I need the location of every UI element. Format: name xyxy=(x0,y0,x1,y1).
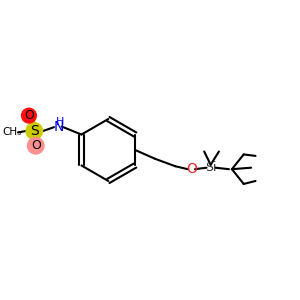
Text: S: S xyxy=(30,124,39,138)
Circle shape xyxy=(22,108,36,123)
Text: Si: Si xyxy=(205,161,216,174)
Text: O: O xyxy=(31,139,41,152)
Text: H: H xyxy=(56,117,65,127)
Text: CH₃: CH₃ xyxy=(2,128,22,137)
Text: O: O xyxy=(186,162,197,176)
Text: O: O xyxy=(24,109,34,122)
Circle shape xyxy=(26,123,43,139)
Circle shape xyxy=(28,137,44,154)
Text: N: N xyxy=(53,119,64,134)
